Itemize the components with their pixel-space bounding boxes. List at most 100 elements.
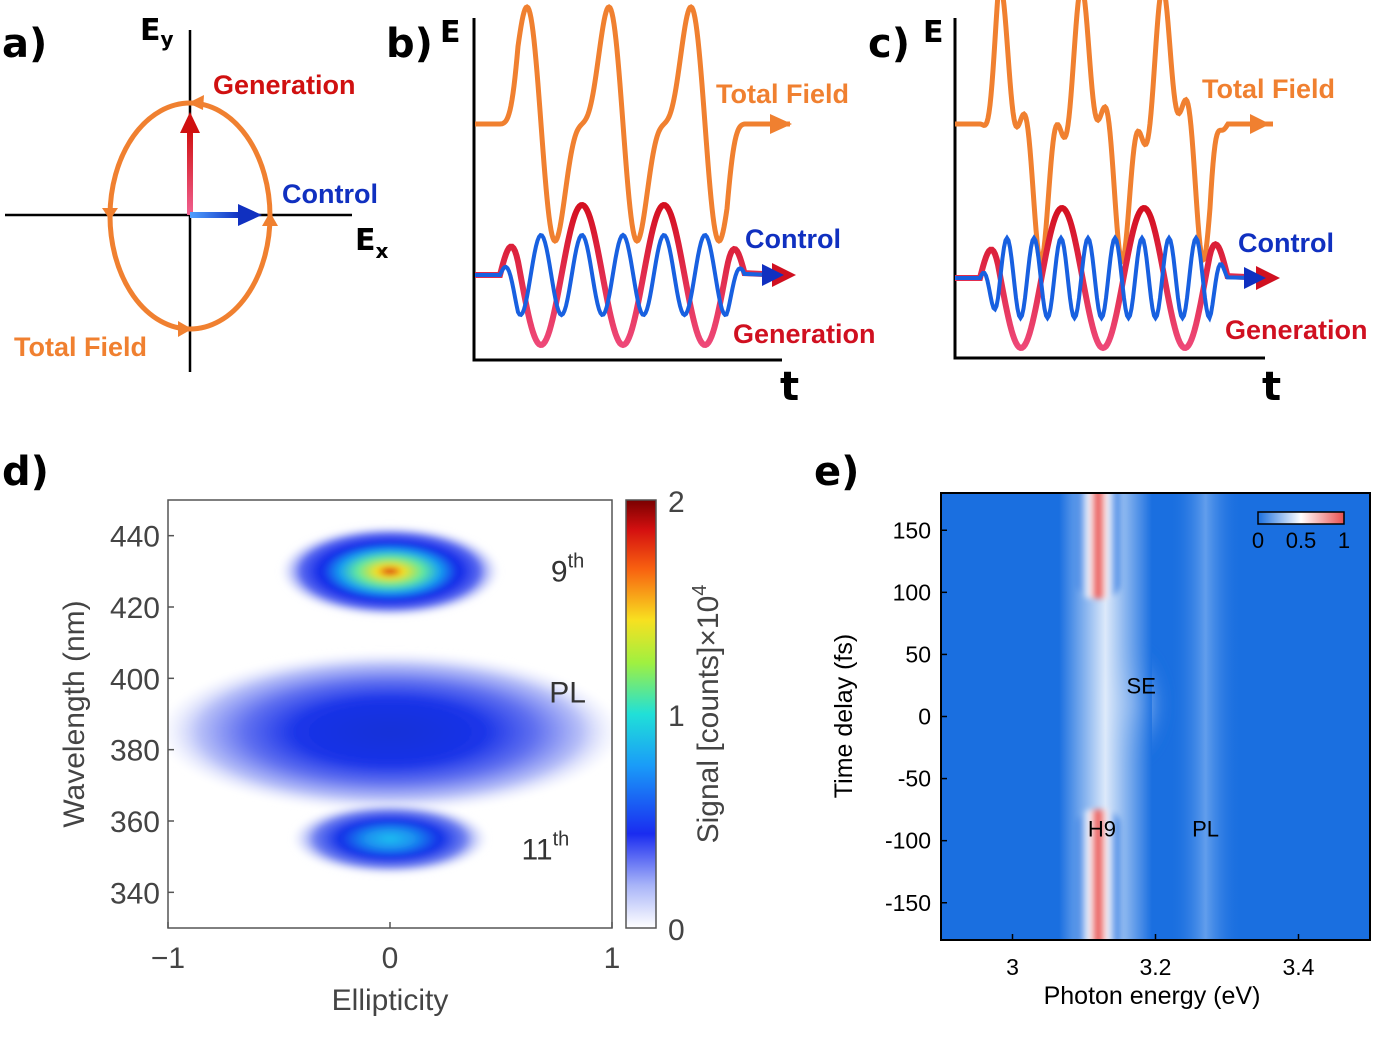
b-control-wave bbox=[475, 232, 776, 318]
b-y-axis-label: E bbox=[440, 15, 461, 50]
panel-b: E t Total Field Control Generation bbox=[440, 4, 876, 410]
e-feature-pl bbox=[1169, 493, 1242, 940]
e-y-tick-label: 0 bbox=[918, 704, 931, 730]
panel-label-a: a) bbox=[2, 21, 47, 67]
d-x-tick-label: 1 bbox=[604, 942, 621, 975]
e-y-ticks: 150 100 50 0 -50 -100 -150 bbox=[885, 517, 947, 916]
ellipse-arrow-right bbox=[262, 212, 278, 226]
ellipse-arrow-top bbox=[188, 95, 204, 110]
d-annotation: PL bbox=[549, 677, 586, 710]
e-x-ticks: 3 3.2 3.4 bbox=[1006, 934, 1315, 980]
d-annotation: 11th bbox=[521, 829, 569, 867]
e-y-tick-label: 50 bbox=[905, 641, 931, 667]
d-colorbar-tick-label: 1 bbox=[668, 700, 685, 733]
e-annotation: SE bbox=[1127, 673, 1156, 698]
b-control-arrowhead bbox=[762, 264, 784, 286]
control-vector bbox=[190, 212, 240, 218]
d-feature-9th bbox=[279, 524, 501, 618]
c-total-arrowhead bbox=[1250, 114, 1270, 134]
ex-axis-label: Ex bbox=[355, 223, 389, 263]
c-total-field-wave bbox=[955, 0, 1273, 267]
label-total-field-a: Total Field bbox=[14, 332, 147, 362]
e-feature-h9-lower bbox=[1076, 809, 1120, 940]
e-x-axis-title: Photon energy (eV) bbox=[1044, 982, 1261, 1010]
c-x-axis-label: t bbox=[1262, 364, 1281, 410]
d-y-tick-label: 400 bbox=[110, 663, 160, 696]
d-y-tick-label: 380 bbox=[110, 735, 160, 768]
e-x-tick-label: 3 bbox=[1006, 954, 1019, 980]
e-colorbar-ticks: 0 0.5 1 bbox=[1252, 528, 1350, 553]
d-heatmap-layer bbox=[168, 524, 612, 876]
b-axes bbox=[472, 18, 782, 362]
d-x-tick-label: −1 bbox=[151, 942, 185, 975]
e-y-tick-label: -100 bbox=[885, 828, 931, 854]
d-x-axis-title: Ellipticity bbox=[332, 984, 449, 1017]
generation-vector bbox=[187, 130, 193, 215]
c-control-arrowhead bbox=[1244, 267, 1266, 289]
d-annotation: 9th bbox=[551, 550, 584, 588]
e-y-tick-label: -50 bbox=[898, 766, 931, 792]
d-x-tick-label: 0 bbox=[382, 942, 399, 975]
c-label-control: Control bbox=[1238, 228, 1334, 258]
d-y-tick-label: 440 bbox=[110, 521, 160, 554]
b-x-axis-label: t bbox=[780, 364, 799, 410]
d-colorbar-tick-label: 2 bbox=[668, 486, 685, 519]
b-label-control: Control bbox=[745, 224, 841, 254]
b-label-generation: Generation bbox=[733, 319, 876, 349]
b-total-field-wave bbox=[475, 4, 790, 244]
e-x-tick-label: 3.2 bbox=[1140, 954, 1172, 980]
label-generation-a: Generation bbox=[213, 70, 356, 100]
d-colorbar-tick-label: 0 bbox=[668, 914, 685, 947]
c-control-wave bbox=[955, 234, 1259, 323]
e-colorbar bbox=[1257, 511, 1345, 525]
e-y-axis-title: Time delay (fs) bbox=[830, 634, 858, 798]
d-annotations: 9th PL 11th bbox=[521, 550, 585, 866]
e-colorbar-tick-label: 1 bbox=[1338, 528, 1350, 553]
c-y-axis-label: E bbox=[923, 15, 944, 50]
c-axes bbox=[953, 18, 1265, 360]
e-colorbar-tick-label: 0 bbox=[1252, 528, 1264, 553]
panel-d: −1 0 1 340 360 380 400 420 440 Ellipticity Wave… bbox=[58, 486, 725, 1017]
d-y-tick-label: 340 bbox=[110, 877, 160, 910]
d-x-ticks: −1 0 1 bbox=[151, 922, 620, 975]
d-feature-pl bbox=[168, 650, 612, 814]
e-heatmap-layer bbox=[1058, 493, 1242, 940]
e-colorbar-tick-label: 0.5 bbox=[1286, 528, 1317, 553]
ellipse-arrow-bottom bbox=[178, 321, 192, 337]
panel-label-d: d) bbox=[2, 449, 49, 495]
panel-c: E t Total Field Control Generation bbox=[923, 0, 1368, 410]
e-y-tick-label: -150 bbox=[885, 890, 931, 916]
ey-axis-label: Ey bbox=[140, 13, 174, 51]
d-colorbar bbox=[625, 499, 657, 929]
d-y-tick-label: 420 bbox=[110, 592, 160, 625]
d-colorbar-ticks: 0 1 2 bbox=[668, 486, 685, 947]
e-x-tick-label: 3.4 bbox=[1283, 954, 1315, 980]
label-control-a: Control bbox=[282, 179, 378, 209]
e-annotation: H9 bbox=[1088, 816, 1116, 841]
panel-a: Ex Ey Generation Control Total Field bbox=[5, 13, 389, 372]
d-feature-11th bbox=[290, 801, 490, 876]
control-arrowhead bbox=[238, 204, 262, 226]
e-annotations: SE H9 PL bbox=[1088, 673, 1219, 841]
e-feature-h9-upper bbox=[1076, 493, 1120, 599]
d-y-tick-label: 360 bbox=[110, 806, 160, 839]
e-annotation: PL bbox=[1192, 816, 1219, 841]
panel-e: 3 3.2 3.4 150 100 50 0 -50 -100 -150 Photon ener… bbox=[830, 492, 1371, 1010]
panel-label-c: c) bbox=[868, 21, 910, 67]
c-generation-arrowhead bbox=[1256, 266, 1280, 290]
panel-label-e: e) bbox=[814, 449, 859, 495]
e-y-tick-label: 100 bbox=[893, 579, 931, 605]
d-y-axis-title: Wavelength (nm) bbox=[58, 600, 91, 827]
b-total-arrowhead bbox=[770, 114, 792, 134]
e-y-tick-label: 150 bbox=[893, 517, 931, 543]
generation-arrowhead bbox=[180, 112, 200, 133]
panel-label-b: b) bbox=[386, 21, 433, 67]
c-label-total-field: Total Field bbox=[1202, 74, 1335, 104]
ellipse-arrow-left bbox=[102, 208, 118, 220]
d-colorbar-label: Signal [counts]×104 bbox=[689, 585, 725, 844]
b-label-total-field: Total Field bbox=[716, 79, 849, 109]
c-generation-wave bbox=[955, 205, 1269, 352]
b-generation-wave bbox=[475, 202, 786, 349]
d-y-ticks: 340 360 380 400 420 440 bbox=[110, 521, 174, 910]
